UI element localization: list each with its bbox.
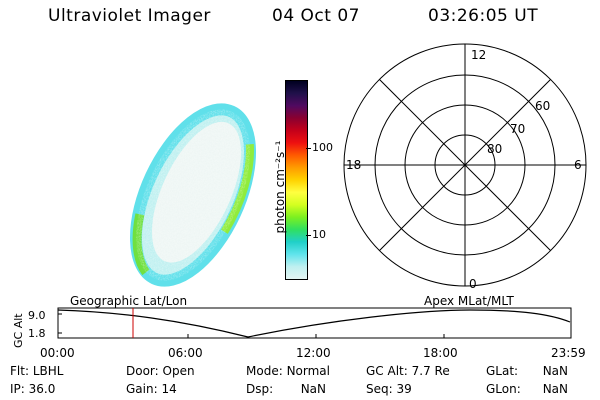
info-mode: Mode: Normal (246, 364, 330, 378)
info-flt: Flt: LBHL (10, 364, 64, 378)
colorbar-unit-label: photon cm⁻²s⁻¹ (273, 140, 287, 234)
info-ip: IP: 36.0 (10, 382, 56, 396)
mlt-label-0: 0 (469, 277, 477, 291)
color-bar (285, 80, 308, 280)
x-tick-label: 12:00 (296, 346, 331, 360)
info-glon: GLon: NaN (486, 382, 568, 396)
mlt-label-18: 18 (346, 158, 361, 172)
orbit-frame (57, 307, 572, 339)
colorbar-tick-label: 100 (312, 141, 333, 154)
auroral-image (129, 103, 257, 287)
orbit-left-title: Geographic Lat/Lon (70, 294, 188, 308)
polar-dial: 12 18 6 0 60 70 80 (343, 43, 587, 291)
mlt-label-6: 6 (574, 158, 582, 172)
y-tick-label: 9.0 (28, 309, 46, 322)
observation-date: 04 Oct 07 (272, 6, 360, 26)
observation-time: 03:26:05 UT (428, 6, 539, 26)
x-tick-label: 00:00 (40, 346, 75, 360)
x-tick-label: 06:00 (168, 346, 203, 360)
info-glat: GLat: NaN (486, 364, 568, 378)
meridian-diagonal (379, 79, 551, 251)
info-seq: Seq: 39 (366, 382, 412, 396)
lat-label-60: 60 (535, 99, 550, 113)
info-dsp: Dsp: NaN (246, 382, 326, 396)
mlt-label-12: 12 (471, 48, 486, 62)
lat-label-70: 70 (510, 122, 525, 136)
orbit-right-title: Apex MLat/MLT (424, 294, 514, 308)
x-tick-label: 23:59 (551, 346, 586, 360)
instrument-title: Ultraviolet Imager (48, 6, 211, 26)
lat-label-80: 80 (487, 142, 502, 156)
y-axis-label: GC Alt (12, 313, 25, 348)
info-gain: Gain: 14 (126, 382, 177, 396)
info-door: Door: Open (126, 364, 195, 378)
orbit-altitude-panel: 9.0 1.8 GC Alt 00:00 06:00 12:00 18:00 2… (12, 307, 586, 360)
x-tick-label: 18:00 (423, 346, 458, 360)
altitude-curve (57, 309, 571, 338)
y-tick-label: 1.8 (28, 327, 46, 340)
colorbar-tick-mark (306, 148, 311, 149)
info-gc-alt: GC Alt: 7.7 Re (366, 364, 450, 378)
colorbar-tick-mark (306, 235, 311, 236)
colorbar-tick-label: 10 (312, 228, 326, 241)
